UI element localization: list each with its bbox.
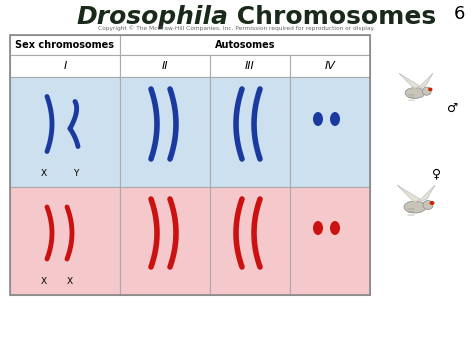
Bar: [10, 35, 120, 55]
Bar: [120, 77, 210, 187]
Text: Drosophila: Drosophila: [76, 5, 228, 29]
Text: Chromosomes: Chromosomes: [228, 5, 436, 29]
Ellipse shape: [408, 99, 415, 101]
Bar: [10, 77, 120, 187]
Ellipse shape: [408, 97, 415, 98]
Bar: [120, 187, 210, 295]
Polygon shape: [417, 185, 435, 203]
Bar: [290, 77, 370, 187]
Polygon shape: [397, 185, 420, 203]
Polygon shape: [417, 73, 433, 89]
Ellipse shape: [429, 201, 435, 205]
Text: IV: IV: [325, 61, 336, 71]
Bar: [210, 55, 290, 77]
Ellipse shape: [313, 221, 323, 235]
Text: II: II: [162, 61, 168, 71]
Ellipse shape: [407, 211, 415, 213]
Text: I: I: [64, 61, 67, 71]
Ellipse shape: [407, 214, 415, 216]
Text: X: X: [67, 277, 73, 286]
Bar: [120, 35, 370, 55]
Ellipse shape: [407, 208, 415, 210]
Ellipse shape: [330, 221, 340, 235]
Bar: [10, 35, 370, 295]
Ellipse shape: [423, 201, 433, 209]
Text: 6: 6: [454, 5, 465, 23]
Ellipse shape: [408, 94, 415, 95]
Text: III: III: [245, 61, 255, 71]
Text: Autosomes: Autosomes: [215, 40, 275, 50]
Bar: [210, 77, 290, 187]
Bar: [290, 55, 370, 77]
Ellipse shape: [422, 87, 431, 95]
Polygon shape: [399, 73, 419, 89]
Ellipse shape: [313, 112, 323, 126]
Bar: [10, 187, 120, 295]
Text: ♂: ♂: [447, 102, 458, 115]
Text: Sex chromosomes: Sex chromosomes: [16, 40, 115, 50]
Ellipse shape: [404, 201, 426, 213]
Ellipse shape: [405, 88, 425, 98]
Bar: [290, 187, 370, 295]
Text: Copyright © The McGraw-Hill Companies, Inc. Permission required for reproduction: Copyright © The McGraw-Hill Companies, I…: [99, 25, 375, 31]
Bar: [120, 55, 210, 77]
Text: ♀: ♀: [432, 167, 441, 180]
Text: Y: Y: [73, 169, 79, 178]
Text: X: X: [41, 277, 47, 286]
Ellipse shape: [428, 88, 433, 91]
Text: X: X: [41, 169, 47, 178]
Bar: [210, 187, 290, 295]
Bar: [10, 55, 120, 77]
Ellipse shape: [330, 112, 340, 126]
